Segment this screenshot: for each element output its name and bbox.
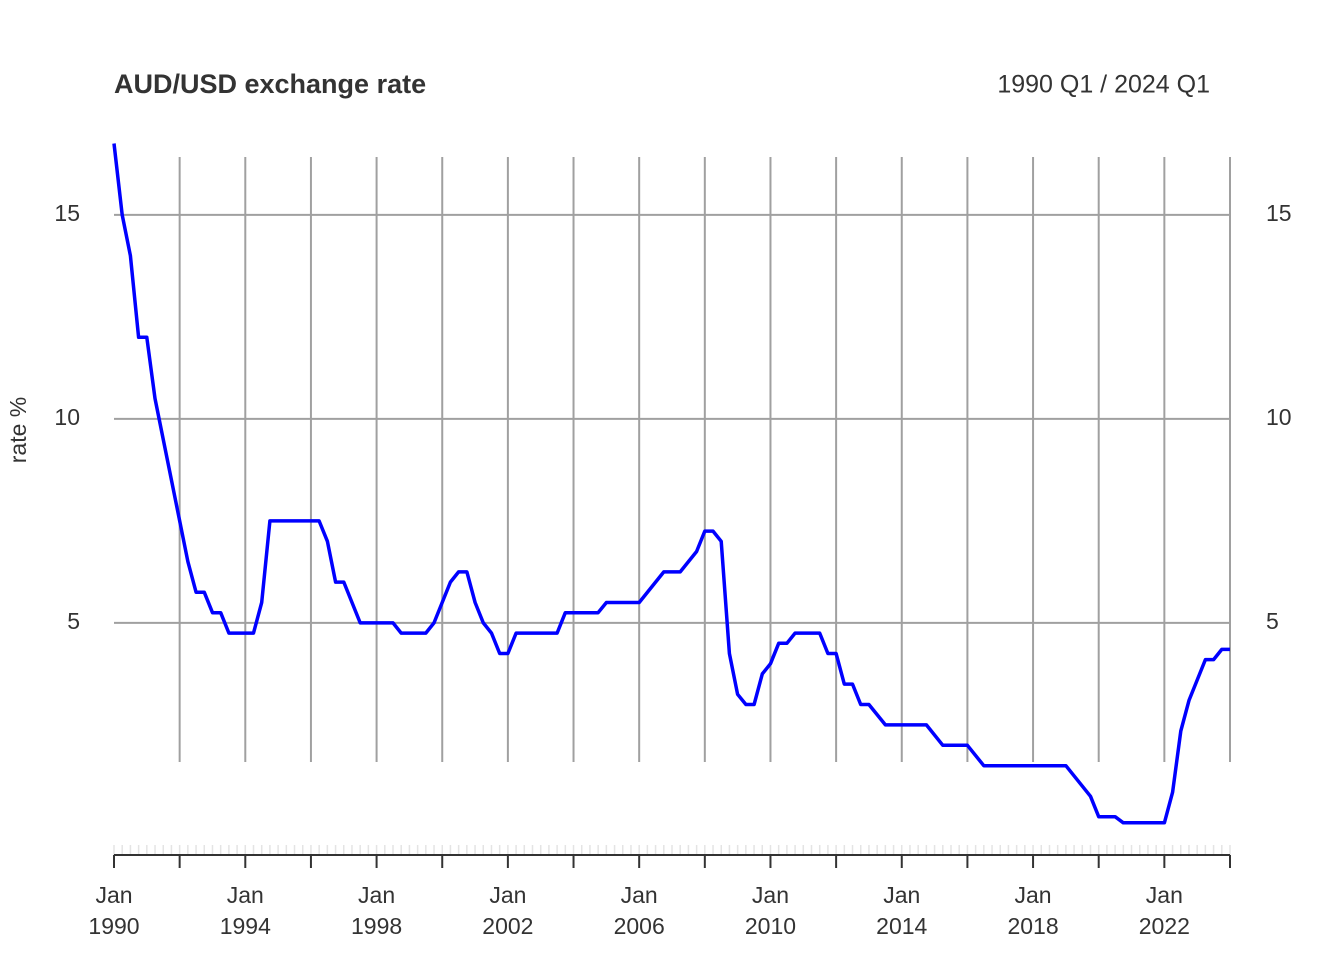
y-tick-label-right: 10 — [1266, 404, 1292, 430]
x-tick-label: Jan — [752, 882, 789, 908]
x-tick-label: Jan — [358, 882, 395, 908]
x-tick-label: Jan — [227, 882, 264, 908]
y-tick-label: 5 — [67, 608, 80, 634]
x-tick-label: 2022 — [1139, 913, 1190, 939]
x-tick-label: Jan — [1015, 882, 1052, 908]
x-tick-label: 1990 — [88, 913, 139, 939]
y-tick-label: 15 — [54, 200, 80, 226]
y-tick-label-right: 15 — [1266, 200, 1292, 226]
x-tick-label: 1994 — [220, 913, 271, 939]
x-tick-label: Jan — [1146, 882, 1183, 908]
x-tick-label: Jan — [621, 882, 658, 908]
x-tick-label: 1998 — [351, 913, 402, 939]
x-tick-label: 2002 — [482, 913, 533, 939]
x-tick-label: 2018 — [1007, 913, 1058, 939]
y-tick-label: 10 — [54, 404, 80, 430]
chart-subtitle: 1990 Q1 / 2024 Q1 — [997, 71, 1210, 99]
x-tick-label: Jan — [489, 882, 526, 908]
x-tick-label: 2010 — [745, 913, 796, 939]
x-tick-label: 2014 — [876, 913, 927, 939]
x-tick-label: Jan — [883, 882, 920, 908]
y-axis-label: rate % — [5, 397, 31, 463]
chart-title: AUD/USD exchange rate — [114, 69, 426, 99]
y-tick-label-right: 5 — [1266, 608, 1279, 634]
x-tick-label: 2006 — [614, 913, 665, 939]
data-line — [112, 143, 1230, 825]
x-tick-label: Jan — [95, 882, 132, 908]
